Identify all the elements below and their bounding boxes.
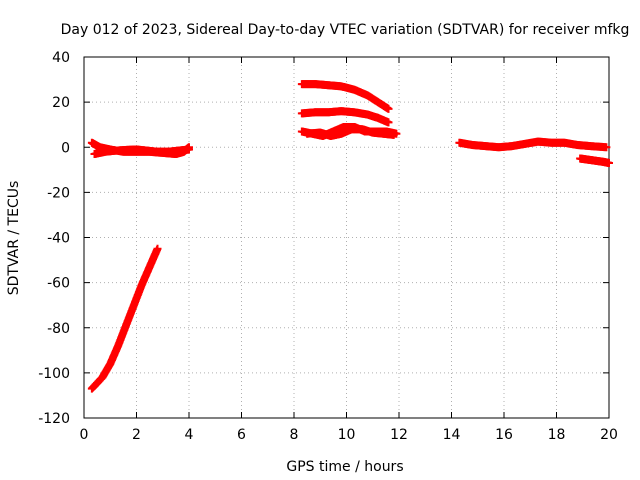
x-tick-label: 14 xyxy=(443,427,461,443)
y-tick-label: 40 xyxy=(52,50,70,66)
x-tick-label: 2 xyxy=(132,427,141,443)
series-track-d-main xyxy=(455,137,611,152)
data-point xyxy=(185,145,193,154)
x-tick-label: 20 xyxy=(600,427,618,443)
data-point xyxy=(384,104,393,113)
data-point xyxy=(153,244,162,253)
tick-labels: 0 2 4 6 8 10 12 14 16 18 20 -120 -100 -80 -60 -40 -20 0 20… xyxy=(38,50,618,443)
x-tick-label: 18 xyxy=(548,427,566,443)
x-tick-label: 4 xyxy=(185,427,194,443)
x-axis-label: GPS time / hours xyxy=(286,459,403,475)
data-points xyxy=(87,80,613,393)
series-track-c-middle xyxy=(297,107,393,127)
x-tick-label: 16 xyxy=(495,427,513,443)
series-track-a-high xyxy=(90,145,193,159)
grid xyxy=(84,57,609,418)
y-tick-label: -40 xyxy=(47,231,70,247)
y-axis-label: SDTVAR / TECUs xyxy=(6,181,22,296)
series-track-b-descending xyxy=(87,244,162,393)
series-track-c-upper xyxy=(297,80,393,113)
axis-ticks xyxy=(83,56,610,419)
series-track-c-lower2 xyxy=(303,125,398,140)
x-tick-label: 6 xyxy=(237,427,246,443)
data-point xyxy=(605,159,613,168)
data-point xyxy=(389,130,398,139)
series-track-d-tail xyxy=(576,154,613,168)
y-tick-label: -100 xyxy=(38,366,70,382)
data-point xyxy=(384,118,393,127)
x-tick-label: 8 xyxy=(290,427,299,443)
x-tick-label: 10 xyxy=(338,427,356,443)
data-point xyxy=(602,143,611,152)
y-tick-label: -20 xyxy=(47,185,70,201)
x-tick-label: 0 xyxy=(80,427,89,443)
y-tick-label: -60 xyxy=(47,276,70,292)
y-tick-label: 20 xyxy=(52,95,70,111)
y-tick-label: -80 xyxy=(47,321,70,337)
chart-title: Day 012 of 2023, Sidereal Day-to-day VTE… xyxy=(61,22,630,38)
y-tick-label: -120 xyxy=(38,411,70,427)
y-tick-label: 0 xyxy=(61,140,70,156)
x-tick-label: 12 xyxy=(390,427,408,443)
